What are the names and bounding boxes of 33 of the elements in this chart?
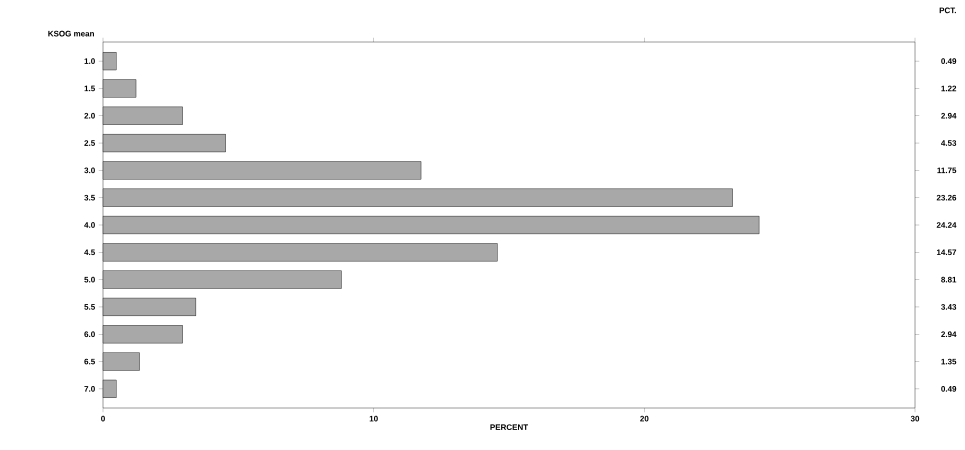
y-tick-label: 6.5 xyxy=(84,358,95,364)
y-tick-label: 4.5 xyxy=(84,250,95,256)
data-label: 3.43 xyxy=(941,304,956,310)
y-tick-label: 5.0 xyxy=(84,276,95,282)
y-tick-label: 4.0 xyxy=(84,222,95,228)
y-axis-title: KSOG mean xyxy=(48,30,94,36)
data-label: 4.53 xyxy=(941,140,956,146)
text: PCT. xyxy=(940,8,956,14)
y-tick-label: 2.0 xyxy=(84,112,95,119)
data-label: 8.81 xyxy=(941,276,956,282)
x-axis-title: PERCENT xyxy=(490,424,528,430)
y-tick-label: 1.5 xyxy=(84,86,95,92)
y-tick-label: 3.0 xyxy=(84,168,95,174)
x-tick-label: 0 xyxy=(101,416,105,422)
x-tick-label: 20 xyxy=(640,416,648,422)
data-label: 2.94 xyxy=(941,331,956,338)
data-label: 1.22 xyxy=(941,86,956,92)
data-label: 1.35 xyxy=(941,358,956,364)
data-label: 0.49 xyxy=(941,386,956,392)
data-label: 23.26 xyxy=(936,194,956,201)
data-label: 11.75 xyxy=(937,168,956,174)
y-tick-label: 2.5 xyxy=(84,140,95,146)
y-tick-label: 6.0 xyxy=(84,331,95,338)
y-tick-label: 3.5 xyxy=(84,194,95,201)
x-tick-label: 30 xyxy=(910,416,920,422)
y-tick-label: 7.0 xyxy=(84,386,95,392)
y-tick-label: 5.5 xyxy=(84,304,95,310)
data-label: 2.94 xyxy=(941,112,956,119)
data-label: 14.57 xyxy=(936,250,956,256)
data-label: 0.49 xyxy=(941,58,956,64)
y-tick-label: 1.0 xyxy=(84,58,95,64)
data-label: 24.24 xyxy=(936,222,956,228)
x-tick-label: 10 xyxy=(370,416,378,422)
